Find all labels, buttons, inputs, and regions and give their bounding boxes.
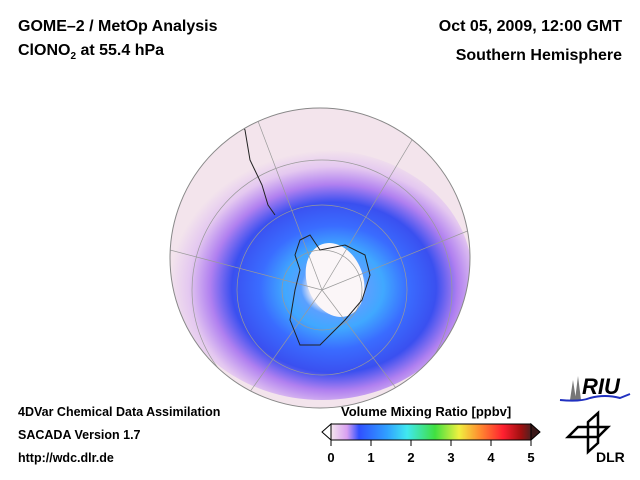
riu-logo xyxy=(559,376,631,402)
species-level: ClONO2 at 55.4 hPa xyxy=(18,42,164,62)
region: Southern Hemisphere xyxy=(455,47,622,64)
footer-line1: 4DVar Chemical Data Assimilation xyxy=(18,405,221,419)
colorbar xyxy=(321,422,541,446)
colorbar-tick: 4 xyxy=(487,450,495,465)
dlr-logo xyxy=(564,410,612,455)
colorbar-tick: 5 xyxy=(527,450,535,465)
riu-logo-text: RIU xyxy=(582,374,620,399)
colorbar-tick: 1 xyxy=(367,450,375,465)
footer-url[interactable]: http://wdc.dlr.de xyxy=(18,451,114,465)
colorbar-tick: 2 xyxy=(407,450,415,465)
pressure-level: at 55.4 hPa xyxy=(76,42,165,59)
colorbar-tick: 0 xyxy=(327,450,335,465)
species: ClONO xyxy=(18,42,71,59)
dlr-logo-text: DLR xyxy=(596,449,625,465)
footer-line2: SACADA Version 1.7 xyxy=(18,428,141,442)
species-subscript: 2 xyxy=(70,51,77,63)
title-line1: GOME–2 / MetOp Analysis xyxy=(18,18,218,35)
datetime: Oct 05, 2009, 12:00 GMT xyxy=(438,18,622,35)
colorbar-title: Volume Mixing Ratio [ppbv] xyxy=(341,404,512,419)
colorbar-tick: 3 xyxy=(447,450,455,465)
